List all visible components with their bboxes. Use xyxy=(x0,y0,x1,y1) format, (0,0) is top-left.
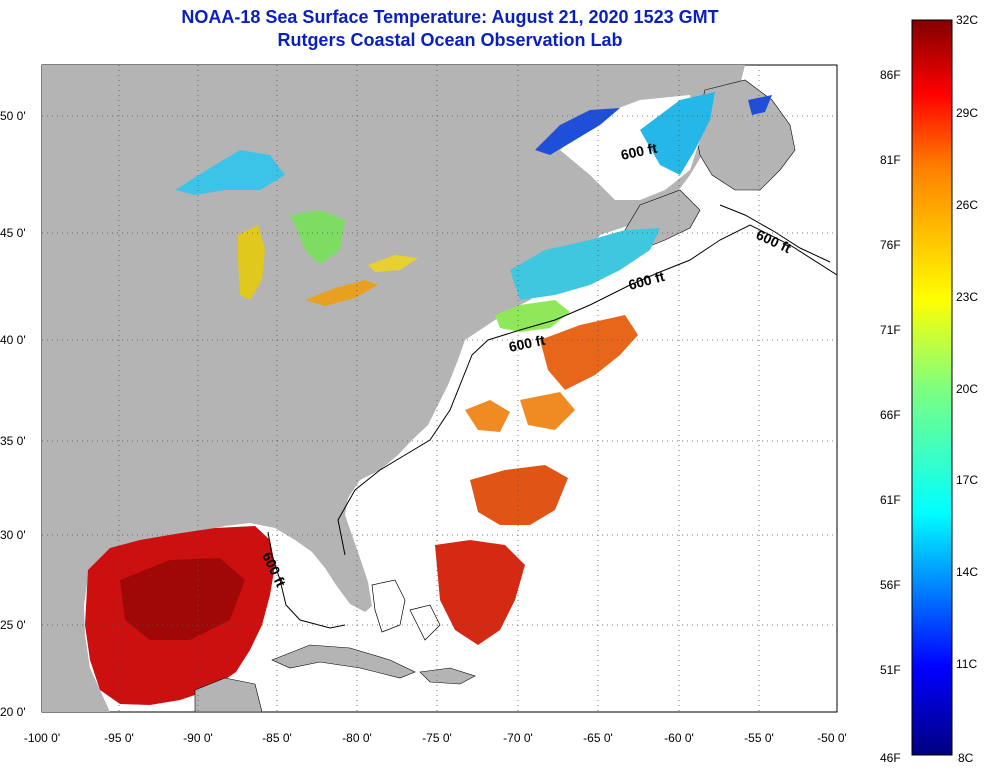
gulf-sst-warm xyxy=(120,558,245,640)
lon-tick-label: -80 0' xyxy=(342,731,372,745)
color-bar: 86F 81F 76F 71F 66F 61F 56F 51F 46F 32C … xyxy=(880,13,978,765)
lon-tick-label: -60 0' xyxy=(664,731,694,745)
lon-tick-label: -90 0' xyxy=(183,731,213,745)
contour-label: 600 ft xyxy=(507,332,546,355)
lat-axis: 50 0' 45 0' 40 0' 35 0' 30 0' 25 0' 20 0… xyxy=(0,109,26,719)
yucatan-land xyxy=(194,677,263,712)
lon-tick-label: -100 0' xyxy=(24,731,60,745)
north-america-land xyxy=(42,65,745,712)
colorbar-c-label: 32C xyxy=(956,13,978,27)
colorbar-c-label: 11C xyxy=(956,657,977,671)
lake-erie-sst xyxy=(305,280,378,306)
st-lawrence-sst xyxy=(535,108,620,155)
map-title: NOAA-18 Sea Surface Temperature: August … xyxy=(181,7,719,27)
isobath-600ft-gulf xyxy=(267,531,346,629)
colorbar-c-label: 26C xyxy=(956,198,978,212)
lon-tick-label: -85 0' xyxy=(262,731,292,745)
lake-superior-sst xyxy=(175,150,285,195)
colorbar-c-label: 23C xyxy=(956,290,978,304)
colorbar-c-label: 17C xyxy=(956,473,978,487)
colorbar-c-label: 20C xyxy=(956,382,978,396)
colorbar-f-label: 66F xyxy=(880,408,901,422)
gulf-of-maine-sst xyxy=(510,228,660,300)
hispaniola-land xyxy=(419,667,476,685)
map-subtitle: Rutgers Coastal Ocean Observation Lab xyxy=(277,30,623,50)
atlantic-sst-south xyxy=(435,540,525,645)
atlantic-sst-spots xyxy=(465,392,575,432)
lon-tick-label: -55 0' xyxy=(744,731,774,745)
lake-ontario-sst xyxy=(368,255,418,272)
colorbar-c-label: 29C xyxy=(956,106,978,120)
lon-tick-label: -70 0' xyxy=(503,731,533,745)
colorbar-c-label: 8C xyxy=(958,751,974,765)
colorbar-c-label: 14C xyxy=(956,565,978,579)
lat-tick-label: 50 0' xyxy=(0,109,26,123)
lon-axis: -100 0' -95 0' -90 0' -85 0' -80 0' -75 … xyxy=(24,731,847,745)
bahamas-contour xyxy=(371,579,441,641)
colorbar-f-label: 56F xyxy=(880,578,901,592)
colorbar-f-label: 76F xyxy=(880,238,901,252)
colorbar-f-label: 61F xyxy=(880,493,901,507)
lat-tick-label: 20 0' xyxy=(0,705,26,719)
atlantic-sst-mid xyxy=(470,465,568,525)
lon-tick-label: -65 0' xyxy=(583,731,613,745)
gulf-st-lawrence-sst xyxy=(640,92,715,175)
labrador-sst xyxy=(748,95,772,115)
cuba-land xyxy=(271,644,416,679)
shelf-sst xyxy=(495,300,570,332)
contour-label: 600 ft xyxy=(619,140,658,163)
atlantic-sst-north xyxy=(540,315,638,390)
lat-tick-label: 45 0' xyxy=(0,226,26,240)
lat-tick-label: 35 0' xyxy=(0,434,26,448)
colorbar-f-label: 81F xyxy=(880,153,901,167)
colorbar-f-label: 51F xyxy=(880,663,901,677)
colorbar-f-label: 71F xyxy=(880,323,901,337)
color-bar-ramp xyxy=(911,19,953,756)
lat-tick-label: 25 0' xyxy=(0,618,26,632)
colorbar-f-label: 86F xyxy=(880,68,901,82)
lat-tick-label: 30 0' xyxy=(0,528,26,542)
lon-tick-label: -50 0' xyxy=(817,731,847,745)
colorbar-f-label: 46F xyxy=(880,751,901,765)
lon-tick-label: -75 0' xyxy=(422,731,452,745)
lake-huron-sst xyxy=(290,210,345,265)
lake-michigan-sst xyxy=(238,225,265,300)
lat-tick-label: 40 0' xyxy=(0,333,26,347)
isobath-600ft-east xyxy=(337,224,837,556)
lon-tick-label: -95 0' xyxy=(104,731,134,745)
isobath-600ft-northeast xyxy=(719,204,831,263)
